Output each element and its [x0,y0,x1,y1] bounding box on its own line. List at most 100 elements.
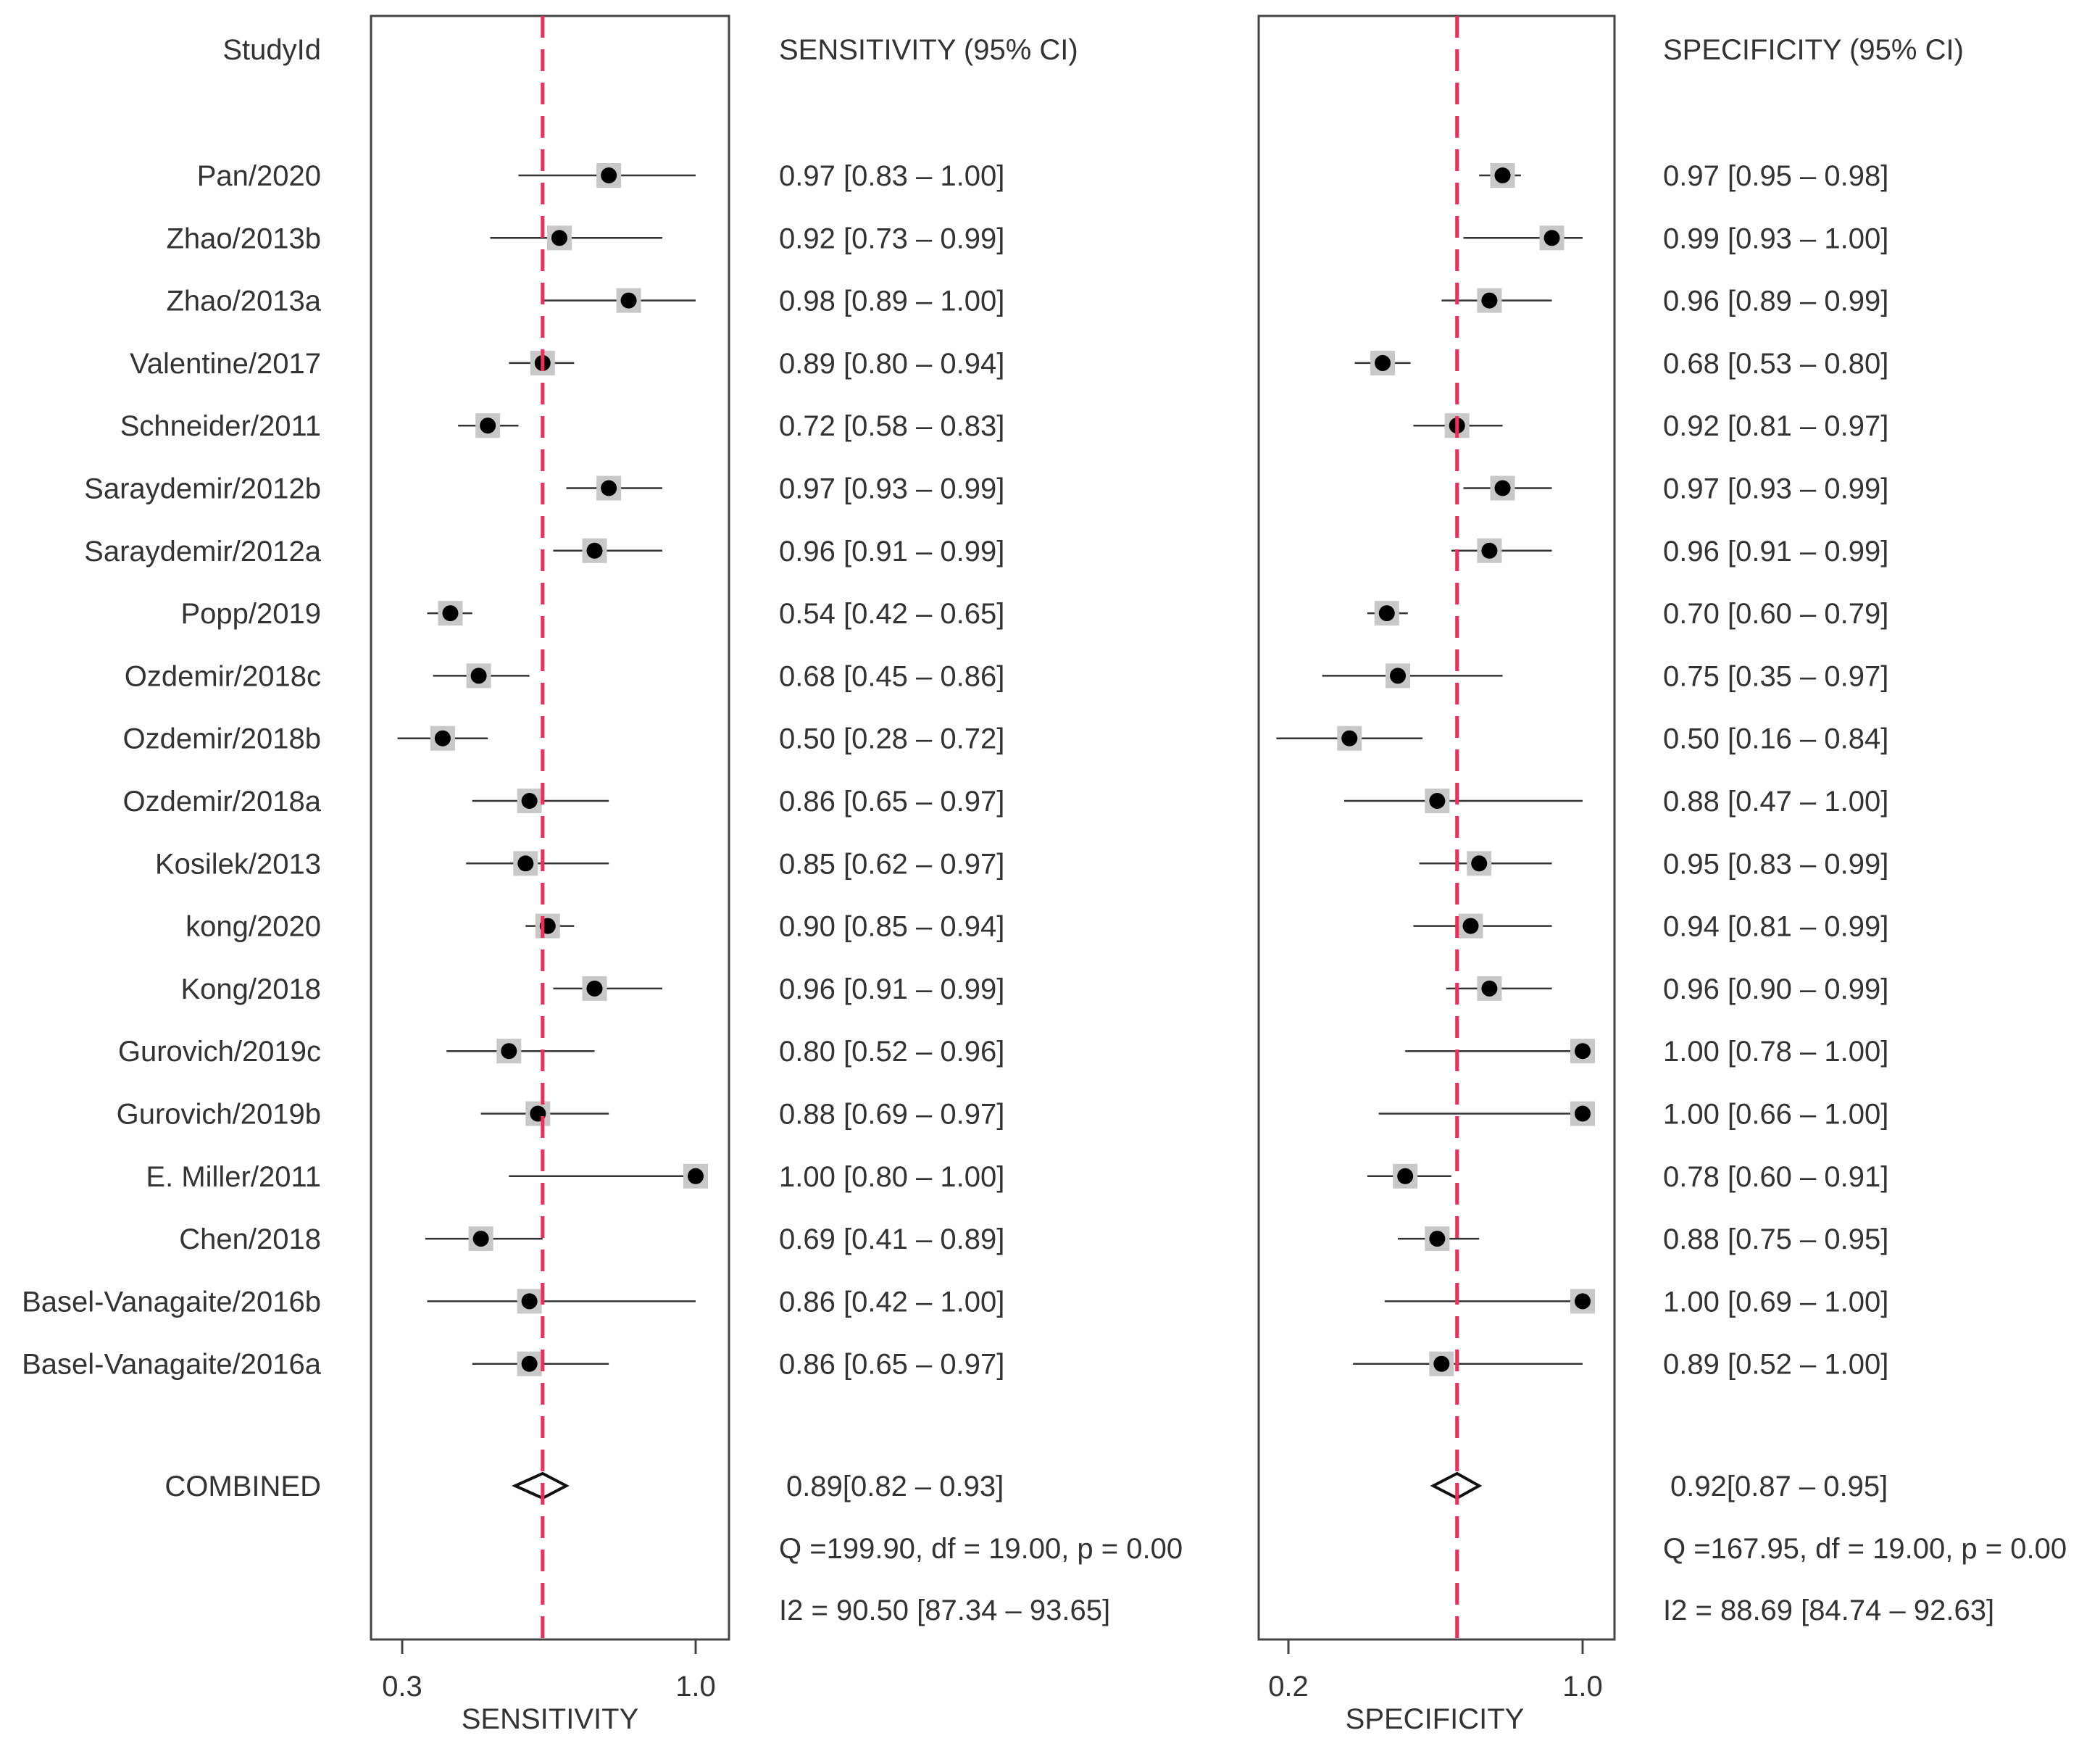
study-row: Saraydemir/2012a 0.96 [0.91 – 0.99] 0.96 [… [84,536,1888,568]
specificity-ci-text: 0.88 [0.47 – 1.00] [1663,786,1888,818]
specificity-ci-text: 0.97 [0.95 – 0.98] [1663,160,1888,192]
specificity-ci-text: 0.88 [0.75 – 0.95] [1663,1223,1888,1255]
study-row: Gurovich/2019b 0.88 [0.69 – 0.97] 1.00 [0.… [117,1099,1889,1131]
study-row: Ozdemir/2018b 0.50 [0.28 – 0.72] 0.50 [0.1… [123,723,1889,755]
sensitivity-i2-stat: I2 = 90.50 [87.34 – 93.65] [779,1595,1110,1626]
sensitivity-point [601,167,617,183]
study-label: Basel-Vanagaite/2016a [22,1349,322,1381]
specificity-ci-text: 0.89 [0.52 – 1.00] [1663,1349,1888,1381]
sensitivity-ci-text: 0.69 [0.41 – 0.89] [779,1223,1004,1255]
study-label: Zhao/2013b [166,223,321,254]
study-row: Gurovich/2019c 0.80 [0.52 – 0.96] 1.00 [0.… [118,1036,1889,1068]
study-label: Ozdemir/2018a [123,786,322,818]
sensitivity-tick-label: 1.0 [675,1671,716,1703]
specificity-point [1429,793,1446,809]
sensitivity-combined-text: 0.89[0.82 – 0.93] [786,1471,1004,1502]
specificity-point [1481,980,1498,997]
study-row: Kong/2018 0.96 [0.91 – 0.99] 0.96 [0.90 – … [180,973,1888,1005]
sensitivity-point [601,480,617,496]
sensitivity-ci-text: 0.98 [0.89 – 1.00] [779,286,1004,317]
specificity-tick-label: 0.2 [1268,1671,1309,1703]
specificity-point [1543,230,1560,246]
sensitivity-point [521,1293,538,1310]
specificity-ci-text: 1.00 [0.69 – 1.00] [1663,1286,1888,1318]
sensitivity-ci-text: 0.72 [0.58 – 0.83] [779,410,1004,442]
sensitivity-point [620,292,637,309]
sensitivity-point [521,793,538,809]
sensitivity-ci-text: 0.96 [0.91 – 0.99] [779,536,1004,568]
specificity-point [1494,480,1511,496]
specificity-ci-text: 0.96 [0.91 – 0.99] [1663,536,1888,568]
axes: 0.3 1.0 SENSITIVITY 0.2 1.0 SPECIFICITY [382,16,1603,1735]
sensitivity-ci-text: 0.97 [0.93 – 0.99] [779,473,1004,505]
sensitivity-panel-frame [370,14,730,1641]
study-label: Ozdemir/2018b [123,723,321,755]
study-label: kong/2020 [186,911,321,943]
sensitivity-axis-label: SENSITIVITY [462,1703,639,1735]
study-label: E. Miller/2011 [146,1161,321,1193]
sensitivity-ci-text: 0.96 [0.91 – 0.99] [779,973,1004,1005]
specificity-ci-text: 0.78 [0.60 – 0.91] [1663,1161,1888,1193]
study-row: Pan/2020 0.97 [0.83 – 1.00] 0.97 [0.95 – 0… [197,160,1889,192]
specificity-ci-header: SPECIFICITY (95% CI) [1663,34,1964,66]
specificity-ci-text: 0.96 [0.89 – 0.99] [1663,286,1888,317]
specificity-point [1575,1293,1591,1310]
study-column-header: StudyId [222,34,321,66]
study-label: Valentine/2017 [130,348,321,380]
specificity-axis-label: SPECIFICITY [1346,1703,1525,1735]
sensitivity-ci-text: 0.54 [0.42 – 0.65] [779,598,1004,630]
study-row: Schneider/2011 0.72 [0.58 – 0.83] 0.92 [0.… [120,410,1889,442]
sensitivity-tick-label: 0.3 [382,1671,422,1703]
study-label: Popp/2019 [180,598,321,630]
specificity-ci-text: 0.92 [0.81 – 0.97] [1663,410,1888,442]
study-label: Pan/2020 [197,160,321,192]
specificity-ci-text: 0.97 [0.93 – 0.99] [1663,473,1888,505]
specificity-point [1481,542,1498,559]
sensitivity-ci-text: 0.88 [0.69 – 0.97] [779,1099,1004,1131]
study-label: Ozdemir/2018c [125,660,321,692]
sensitivity-q-stat: Q =199.90, df = 19.00, p = 0.00 [779,1533,1183,1565]
specificity-q-stat: Q =167.95, df = 19.00, p = 0.00 [1663,1533,2067,1565]
sensitivity-point [688,1168,704,1184]
specificity-point [1433,1355,1450,1372]
specificity-summary-diamond [1430,1471,1483,1500]
study-label: Gurovich/2019b [117,1099,321,1131]
sensitivity-ci-text: 0.50 [0.28 – 0.72] [779,723,1004,755]
sensitivity-point [470,668,487,684]
specificity-point [1481,292,1498,309]
sensitivity-ci-text: 0.85 [0.62 – 0.97] [779,848,1004,880]
study-row: Zhao/2013b 0.92 [0.73 – 0.99] 0.99 [0.93 –… [166,223,1888,254]
specificity-ci-text: 0.70 [0.60 – 0.79] [1663,598,1888,630]
sensitivity-ci-text: 0.90 [0.85 – 0.94] [779,911,1004,943]
study-row: Kosilek/2013 0.85 [0.62 – 0.97] 0.95 [0.83… [155,848,1888,880]
study-rows: Pan/2020 0.97 [0.83 – 1.00] 0.97 [0.95 – 0… [22,160,1888,1381]
specificity-point [1375,354,1391,371]
study-label: Saraydemir/2012a [84,536,322,568]
combined-row: COMBINED 0.89[0.82 – 0.93] 0.92[0.87 – 0.9… [164,1471,1888,1502]
study-row: Saraydemir/2012b 0.97 [0.93 – 0.99] 0.97 [… [84,473,1888,505]
specificity-point [1462,918,1479,934]
specificity-ci-text: 0.50 [0.16 – 0.84] [1663,723,1888,755]
sensitivity-point [586,542,603,559]
sensitivity-point [480,417,496,434]
specificity-ci-text: 0.75 [0.35 – 0.97] [1663,660,1888,692]
study-row: E. Miller/2011 1.00 [0.80 – 1.00] 0.78 [0.… [146,1161,1888,1193]
specificity-point [1397,1168,1414,1184]
sensitivity-ci-header: SENSITIVITY (95% CI) [779,34,1078,66]
sensitivity-ci-text: 0.80 [0.52 – 0.96] [779,1036,1004,1068]
specificity-combined-text: 0.92[0.87 – 0.95] [1670,1471,1888,1502]
specificity-ci-text: 0.68 [0.53 – 0.80] [1663,348,1888,380]
study-label: Kosilek/2013 [155,848,321,880]
specificity-ci-text: 0.99 [0.93 – 1.00] [1663,223,1888,254]
combined-label: COMBINED [164,1471,321,1502]
study-row: Chen/2018 0.69 [0.41 – 0.89] 0.88 [0.75 – … [179,1223,1888,1255]
study-label: Zhao/2013a [166,286,321,317]
specificity-point [1494,167,1511,183]
specificity-tick-label: 1.0 [1562,1671,1603,1703]
sensitivity-point [521,1355,538,1372]
study-label: Chen/2018 [179,1223,321,1255]
sensitivity-ci-text: 1.00 [0.80 – 1.00] [779,1161,1004,1193]
specificity-panel-frame [1257,14,1616,1641]
study-row: Basel-Vanagaite/2016b 0.86 [0.42 – 1.00] 1… [22,1286,1888,1318]
